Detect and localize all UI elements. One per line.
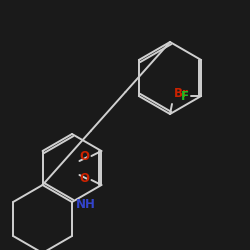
- Text: O: O: [80, 172, 90, 186]
- Text: NH: NH: [76, 198, 96, 210]
- Text: Br: Br: [174, 87, 189, 100]
- Text: F: F: [181, 90, 189, 102]
- Text: O: O: [80, 150, 90, 164]
